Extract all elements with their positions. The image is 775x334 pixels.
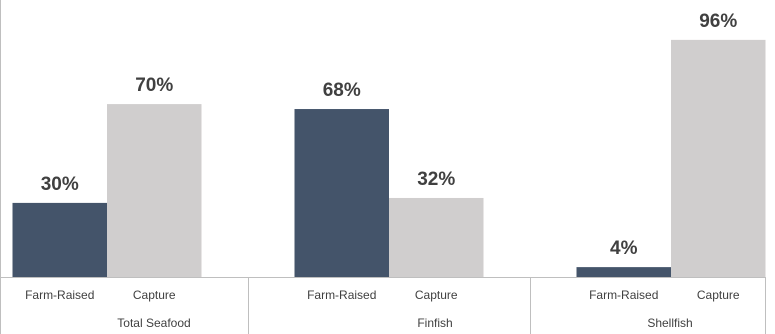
bar (671, 39, 766, 277)
value-label: 68% (323, 80, 361, 101)
series-label: Farm-Raised (25, 288, 94, 302)
bar (12, 202, 107, 277)
value-label: 32% (417, 169, 455, 190)
series-label: Capture (133, 288, 176, 302)
series-label: Farm-Raised (307, 288, 376, 302)
category-label: Shellfish (647, 316, 692, 330)
bar (294, 109, 389, 277)
value-label: 96% (699, 11, 737, 32)
series-label: Capture (697, 288, 740, 302)
category-label: Total Seafood (117, 316, 190, 330)
bar (389, 197, 484, 277)
value-label: 70% (135, 75, 173, 96)
bar (107, 104, 202, 277)
bar (576, 267, 671, 277)
value-label: 30% (41, 174, 79, 195)
value-label: 4% (610, 238, 638, 259)
category-label: Finfish (417, 316, 452, 330)
series-label: Farm-Raised (589, 288, 658, 302)
series-label: Capture (415, 288, 458, 302)
